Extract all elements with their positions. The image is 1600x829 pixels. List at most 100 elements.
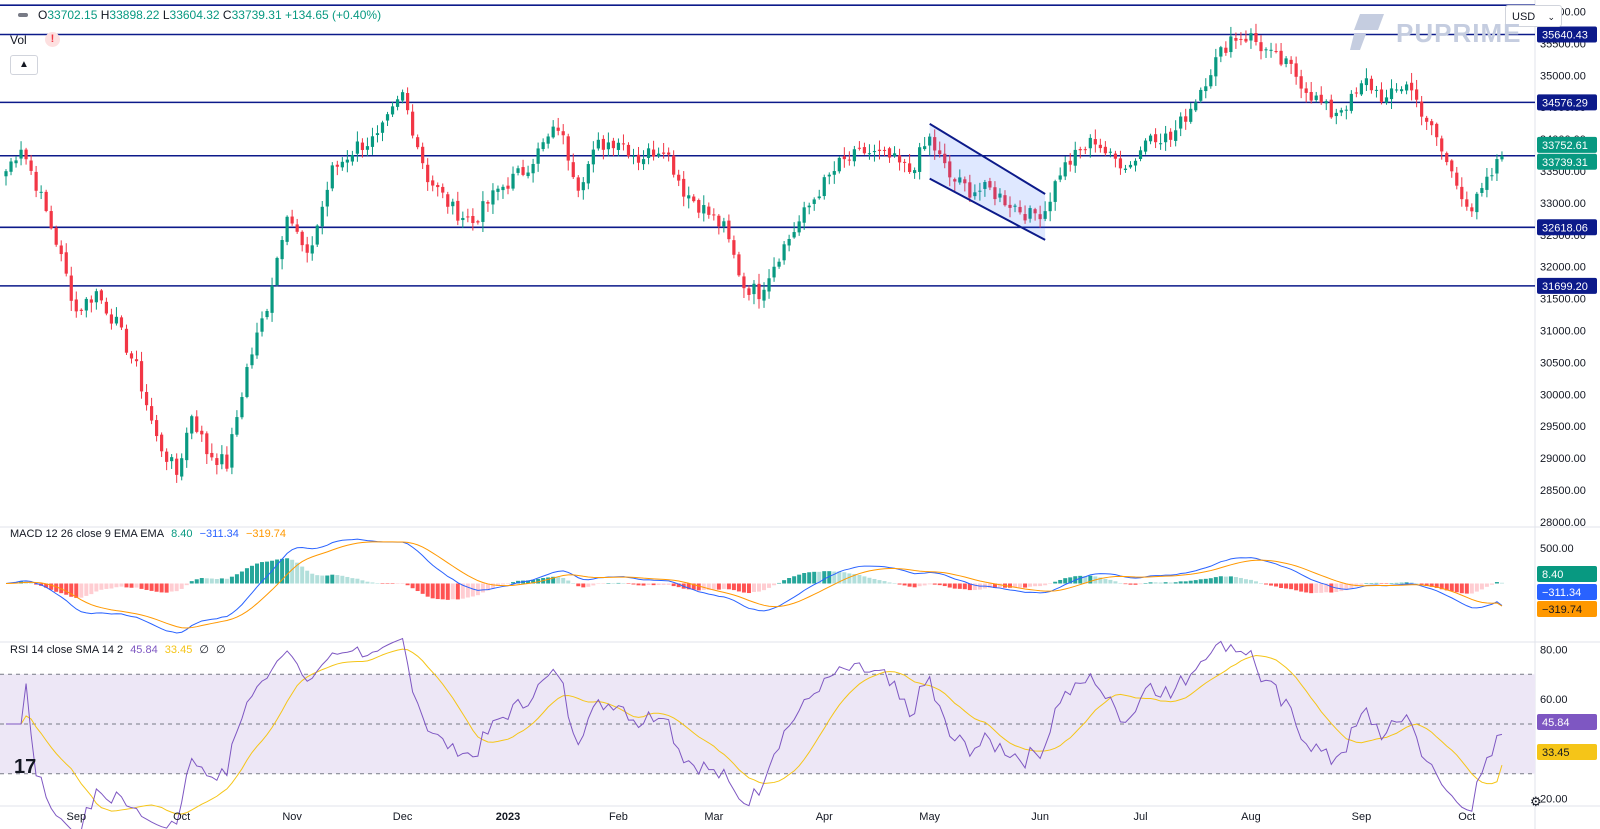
macd-histogram-bar [832, 571, 837, 584]
macd-histogram-bar [937, 583, 942, 586]
macd-histogram-bar [701, 583, 706, 590]
macd-histogram-bar [1118, 582, 1123, 584]
candle-body [496, 188, 500, 192]
macd-histogram-bar [1369, 583, 1374, 584]
candle-body [767, 278, 771, 292]
candle-body [265, 310, 269, 318]
candle-body [887, 148, 892, 158]
candle-body [1224, 47, 1228, 53]
macd-histogram-bar [847, 573, 852, 584]
candle-body [1018, 206, 1022, 213]
macd-histogram-bar [29, 582, 34, 584]
candle-body [330, 165, 334, 189]
macd-histogram-bar [305, 570, 310, 584]
candle-body [370, 136, 375, 147]
price-tick-label: 29000.00 [1540, 453, 1586, 465]
candle-body [561, 131, 565, 136]
candle-body [1299, 76, 1303, 89]
macd-histogram-bar [345, 576, 350, 584]
candle-body [1003, 195, 1007, 206]
candle-body [892, 153, 897, 156]
candle-body [938, 150, 942, 155]
macd-histogram-bar [1429, 583, 1434, 587]
time-tick-label: Dec [393, 811, 413, 823]
candle-body [677, 174, 681, 181]
candle-body [270, 285, 274, 313]
macd-histogram-bar [1243, 579, 1248, 584]
rsi-extra-2: ∅ [216, 644, 226, 656]
candle-body [245, 367, 249, 397]
candle-body [1369, 78, 1374, 91]
macd-histogram-bar [134, 583, 139, 588]
macd-histogram-bar [500, 583, 505, 585]
macd-histogram-bar [897, 583, 902, 585]
candle-body [687, 195, 691, 199]
candle-body [466, 216, 470, 218]
volume-label[interactable]: Vol [10, 33, 27, 47]
candle-body [400, 92, 405, 101]
rsi-value-badge [1537, 714, 1597, 730]
time-tick-label: Nov [282, 811, 302, 823]
macd-histogram-bar [1178, 581, 1183, 584]
macd-histogram-bar [159, 583, 164, 593]
macd-histogram-bar [129, 583, 134, 588]
candle-body [1410, 82, 1414, 91]
macd-histogram-bar [234, 574, 239, 584]
exclamation-icon[interactable]: ! [45, 32, 60, 47]
candle-body [1073, 149, 1077, 166]
time-tick-label: Mar [704, 811, 723, 823]
candle-body [335, 164, 339, 167]
brand-name: PUPRIME [1396, 18, 1522, 48]
candle-body [546, 136, 550, 144]
candle-body [596, 139, 600, 149]
macd-histogram-bar [877, 580, 882, 584]
candle-body [390, 106, 395, 115]
candle-body [923, 146, 927, 150]
macd-histogram-bar [1078, 575, 1083, 584]
macd-histogram-bar [1434, 583, 1439, 588]
candle-body [1088, 137, 1092, 149]
candle-body [175, 458, 179, 475]
candle-body [1404, 84, 1409, 91]
candle-body [200, 430, 204, 435]
candle-body [395, 99, 400, 107]
candle-body [707, 206, 711, 215]
macd-histogram-bar [69, 583, 74, 597]
candle-body [1470, 207, 1474, 212]
candle-body [74, 299, 78, 312]
candle-body [64, 252, 68, 274]
candle-body [1420, 101, 1424, 117]
macd-title: MACD 12 26 close 9 EMA EMA [10, 528, 165, 540]
currency-select[interactable]: USD ⌄ [1505, 5, 1562, 27]
gear-icon[interactable]: ⚙ [1530, 794, 1542, 809]
candle-body [1485, 176, 1489, 190]
candle-body [1169, 131, 1173, 140]
rsi-value-label: 45.84 [1542, 717, 1570, 729]
candle-body [4, 171, 8, 177]
candle-body [124, 328, 129, 353]
price-tick-label: 28500.00 [1540, 485, 1586, 497]
macd-histogram-bar [415, 583, 420, 592]
macd-histogram-bar [626, 583, 631, 584]
candle-body [817, 196, 821, 199]
candle-body [1219, 47, 1223, 57]
candle-body [1495, 159, 1499, 174]
macd-histogram-bar [1359, 583, 1364, 585]
macd-histogram-bar [174, 583, 179, 592]
macd-histogram-bar [586, 583, 591, 587]
macd-histogram-bar [1289, 583, 1294, 590]
macd-histogram-bar [1233, 577, 1238, 584]
macd-histogram-bar [867, 577, 872, 584]
tradingview-logo[interactable]: 17 [14, 756, 37, 778]
macd-histogram-bar [1414, 583, 1419, 584]
candle-body [1329, 99, 1333, 118]
candle-body [170, 457, 174, 462]
chevron-up-icon[interactable]: ▲ [10, 55, 38, 75]
candle-body [1103, 146, 1107, 154]
candle-body [59, 245, 63, 255]
macd-histogram-bar [1133, 583, 1138, 585]
channel-fill [929, 123, 1046, 240]
macd-histogram-bar [952, 583, 957, 589]
macd-histogram-bar [335, 575, 340, 584]
